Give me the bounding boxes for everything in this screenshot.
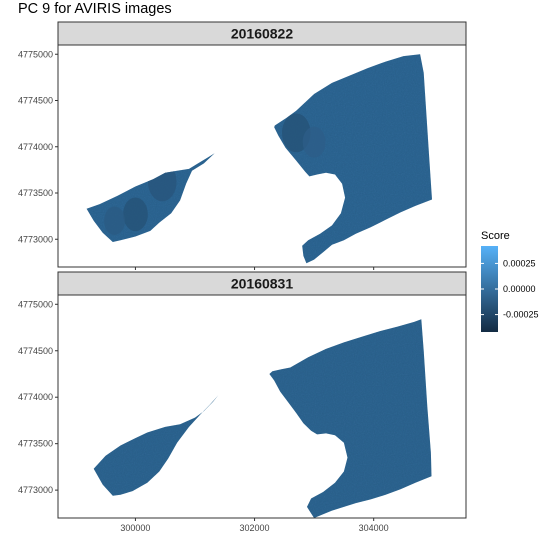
facet-panel-20160831: 20160831 4773000 4773500 4774000 4774500 4775… [18, 271, 467, 533]
x-tick-label: 300000 [120, 523, 150, 533]
y-tick-label: 4773500 [18, 439, 53, 449]
legend-tick-label: -0.00025 [503, 310, 539, 320]
score-region-large-swath [274, 54, 432, 264]
y-tick-label: 4773000 [18, 485, 53, 495]
score-patch [302, 126, 326, 158]
facet-panel-20160822: 20160822 4773000 4773500 4774000 4774500 4775… [18, 21, 467, 270]
legend-tick-label: 0.00025 [503, 258, 536, 268]
y-tick-label: 4774500 [18, 96, 53, 106]
x-tick-label: 304000 [359, 523, 389, 533]
y-tick-label: 4773500 [18, 188, 53, 198]
y-tick-label: 4775000 [18, 299, 53, 309]
y-tick-label: 4774500 [18, 346, 53, 356]
score-region-small-swath [93, 395, 219, 496]
score-patch [104, 206, 126, 235]
legend-title: Score [481, 230, 510, 242]
raster-layer [86, 54, 432, 264]
facet-strip-label: 20160831 [231, 276, 294, 292]
y-tick-label: 4774000 [18, 142, 53, 152]
chart-title: PC 9 for AVIRIS images [18, 1, 172, 17]
raster-layer [93, 319, 432, 518]
y-tick-label: 4773000 [18, 234, 53, 244]
legend-tick-label: 0.00000 [503, 284, 536, 294]
y-tick-label: 4774000 [18, 392, 53, 402]
legend: Score 0.00025 0.00000 -0.00025 [481, 230, 539, 332]
dark-patches [104, 162, 177, 235]
score-region-large-swath [269, 319, 432, 518]
x-tick-label: 302000 [240, 523, 270, 533]
panel-border [57, 294, 467, 519]
legend-colorbar [481, 246, 498, 332]
facet-strip-label: 20160822 [231, 26, 294, 42]
dark-patches [281, 113, 326, 158]
score-patch [123, 197, 148, 232]
panel-border [57, 44, 467, 268]
y-tick-label: 4775000 [18, 49, 53, 59]
